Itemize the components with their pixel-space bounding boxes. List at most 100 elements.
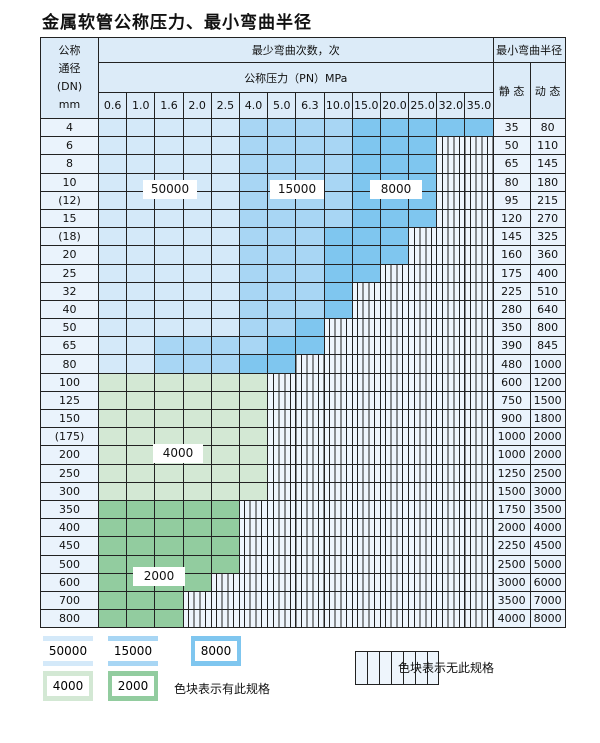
available-cell bbox=[97, 299, 128, 320]
unavailable-cell bbox=[210, 609, 240, 629]
legend-label: 4000 bbox=[46, 676, 90, 696]
unavailable-cell bbox=[323, 499, 353, 520]
available-cell bbox=[126, 609, 156, 629]
available-cell bbox=[97, 408, 128, 429]
unavailable-cell bbox=[436, 245, 466, 265]
dn-cell: 25 bbox=[40, 263, 99, 283]
unavailable-cell bbox=[267, 590, 297, 611]
unavailable-cell bbox=[379, 572, 410, 592]
table-row: 32 225 510 bbox=[40, 281, 566, 301]
unavailable-cell bbox=[351, 499, 381, 520]
unavailable-cell bbox=[295, 372, 325, 392]
available-cell bbox=[238, 390, 269, 411]
available-cell bbox=[238, 354, 269, 374]
available-cell bbox=[408, 136, 438, 156]
available-cell bbox=[126, 299, 156, 320]
dynamic-radius-cell: 8000 bbox=[529, 609, 566, 629]
static-radius-cell: 350 bbox=[492, 318, 531, 338]
dynamic-radius-cell: 270 bbox=[529, 208, 566, 229]
available-cell bbox=[379, 136, 410, 156]
available-cell bbox=[97, 318, 128, 338]
unavailable-cell bbox=[238, 590, 269, 611]
dn-cell: 6 bbox=[40, 136, 99, 156]
unavailable-cell bbox=[408, 445, 438, 465]
unavailable-cell bbox=[351, 336, 381, 356]
available-cell bbox=[154, 299, 184, 320]
dn-cell: 700 bbox=[40, 590, 99, 611]
unavailable-cell bbox=[408, 481, 438, 501]
available-cell bbox=[126, 445, 156, 465]
dn-cell: 20 bbox=[40, 245, 99, 265]
available-cell bbox=[97, 427, 128, 447]
table-row: 15 120 270 bbox=[40, 208, 566, 229]
available-cell bbox=[295, 227, 325, 247]
dn-cell: (18) bbox=[40, 227, 99, 247]
dynamic-radius-cell: 800 bbox=[529, 318, 566, 338]
unavailable-cell bbox=[295, 354, 325, 374]
unavailable-cell bbox=[295, 427, 325, 447]
static-radius-cell: 750 bbox=[492, 390, 531, 411]
available-cell bbox=[379, 154, 410, 174]
table-row: 400 2000 4000 bbox=[40, 518, 566, 538]
unavailable-cell bbox=[464, 590, 494, 611]
unavailable-cell bbox=[238, 609, 269, 629]
unavailable-cell bbox=[267, 499, 297, 520]
available-cell bbox=[97, 372, 128, 392]
available-cell bbox=[182, 463, 212, 483]
dynamic-radius-cell: 7000 bbox=[529, 590, 566, 611]
unavailable-cell bbox=[323, 318, 353, 338]
dynamic-radius-cell: 1000 bbox=[529, 354, 566, 374]
available-cell bbox=[126, 499, 156, 520]
unavailable-cell bbox=[351, 427, 381, 447]
dynamic-radius-cell: 360 bbox=[529, 245, 566, 265]
unavailable-cell bbox=[464, 318, 494, 338]
unavailable-cell bbox=[436, 518, 466, 538]
dynamic-radius-cell: 1500 bbox=[529, 390, 566, 411]
unavailable-cell bbox=[464, 518, 494, 538]
available-cell bbox=[210, 281, 240, 301]
static-radius-cell: 175 bbox=[492, 263, 531, 283]
available-cell bbox=[267, 208, 297, 229]
pressure-column-header: 4.0 bbox=[238, 92, 269, 119]
unavailable-cell bbox=[379, 590, 410, 611]
dynamic-radius-cell: 1800 bbox=[529, 408, 566, 429]
available-cell bbox=[295, 117, 325, 138]
available-cell bbox=[464, 117, 494, 138]
unavailable-cell bbox=[323, 372, 353, 392]
available-cell bbox=[351, 136, 381, 156]
unavailable-cell bbox=[267, 408, 297, 429]
available-cell bbox=[295, 299, 325, 320]
unavailable-cell bbox=[408, 499, 438, 520]
static-header: 静 态 bbox=[492, 62, 531, 119]
unavailable-cell bbox=[379, 427, 410, 447]
available-cell bbox=[154, 499, 184, 520]
unavailable-cell bbox=[351, 318, 381, 338]
available-cell bbox=[267, 227, 297, 247]
available-cell bbox=[267, 136, 297, 156]
static-radius-cell: 120 bbox=[492, 208, 531, 229]
unavailable-cell bbox=[323, 463, 353, 483]
unavailable-cell bbox=[464, 245, 494, 265]
available-cell bbox=[238, 372, 269, 392]
unavailable-cell bbox=[379, 390, 410, 411]
dn-cell: 40 bbox=[40, 299, 99, 320]
legend-no-spec-text: 色块表示无此规格 bbox=[398, 661, 495, 675]
available-cell bbox=[126, 154, 156, 174]
available-cell bbox=[238, 263, 269, 283]
available-cell bbox=[97, 154, 128, 174]
dynamic-radius-cell: 4500 bbox=[529, 536, 566, 556]
legend-label: 2000 bbox=[111, 676, 155, 696]
unavailable-cell bbox=[351, 481, 381, 501]
available-cell bbox=[126, 372, 156, 392]
dn-cell: (175) bbox=[40, 427, 99, 447]
pressure-column-header: 15.0 bbox=[351, 92, 381, 119]
dn-cell: 300 bbox=[40, 481, 99, 501]
available-cell bbox=[210, 518, 240, 538]
available-cell bbox=[323, 227, 353, 247]
dynamic-radius-cell: 640 bbox=[529, 299, 566, 320]
unavailable-cell bbox=[464, 463, 494, 483]
available-cell bbox=[126, 281, 156, 301]
table-row: 300 1500 3000 bbox=[40, 481, 566, 501]
legend-swatch-15000: 15000 bbox=[107, 636, 159, 666]
unavailable-cell bbox=[436, 445, 466, 465]
